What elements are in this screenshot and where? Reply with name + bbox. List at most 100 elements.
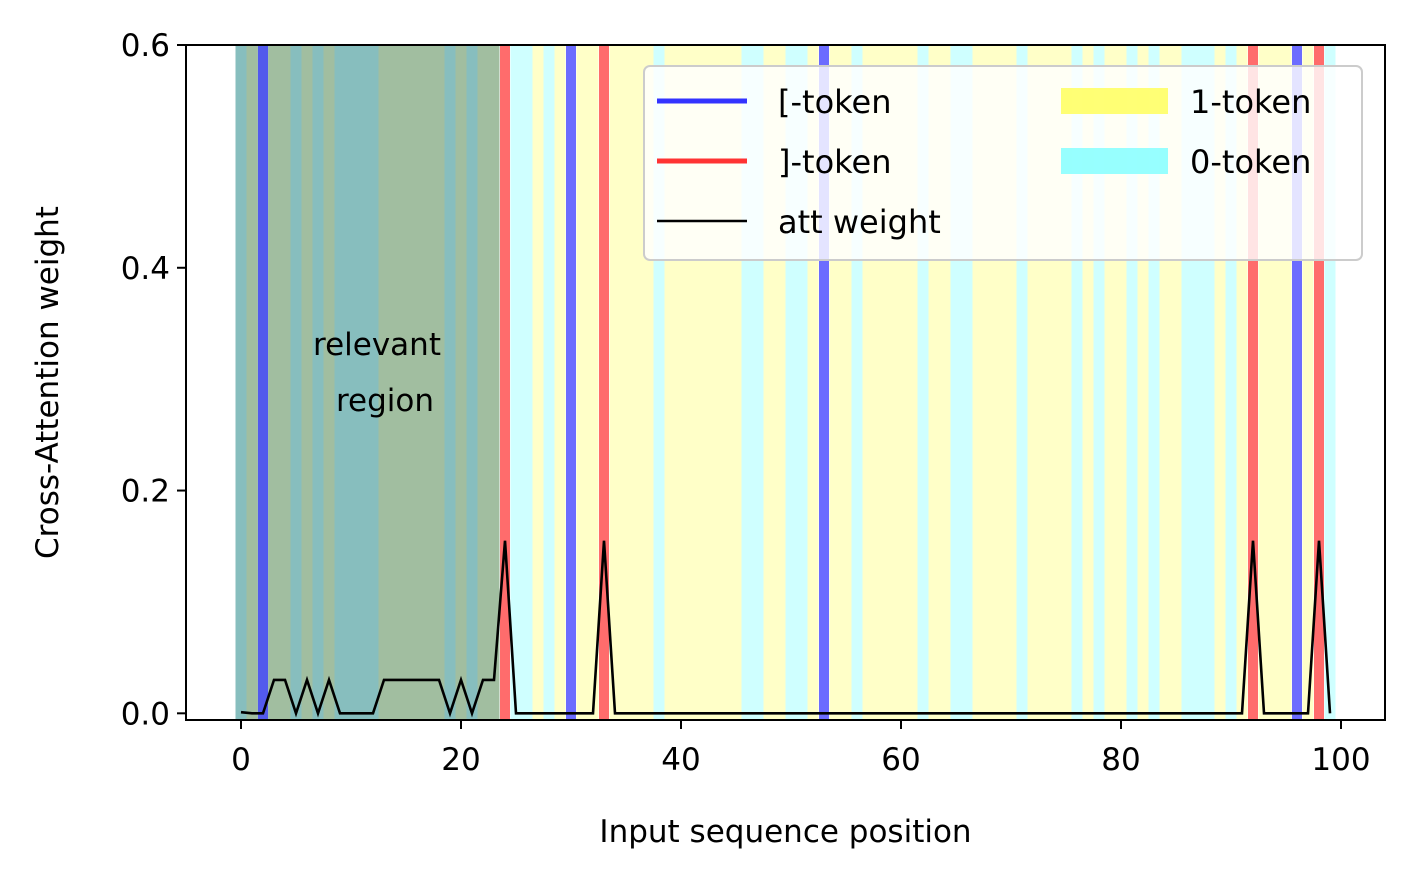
token-1-band <box>906 45 918 720</box>
token-0-band <box>1071 45 1083 720</box>
token-1-band <box>697 45 709 720</box>
token-1-band <box>1115 45 1127 720</box>
token-0-band <box>367 45 379 720</box>
token-1-band <box>807 45 819 720</box>
token-1-band <box>455 45 467 720</box>
legend-att-weight-label: att weight <box>778 203 941 241</box>
token-1-band <box>730 45 742 720</box>
token-1-band <box>389 45 401 720</box>
token-0-band <box>312 45 324 720</box>
token-0-band <box>741 45 753 720</box>
token-1-band <box>433 45 445 720</box>
token-1-band <box>719 45 731 720</box>
legend-token-1-swatch <box>1061 88 1168 114</box>
y-tick-label: 0.0 <box>121 696 170 732</box>
token-1-band <box>1214 45 1226 720</box>
legend-token-0-swatch <box>1061 148 1168 174</box>
token-0-band <box>510 45 522 720</box>
x-tick-label: 80 <box>1101 742 1140 778</box>
open-bracket-line <box>1292 45 1302 720</box>
token-1-band <box>246 45 258 720</box>
legend-token-0-label: 0-token <box>1190 143 1311 181</box>
token-0-band <box>1016 45 1028 720</box>
annotation-region: region <box>336 383 434 419</box>
token-0-band <box>851 45 863 720</box>
token-0-band <box>444 45 456 720</box>
token-1-band <box>279 45 291 720</box>
token-0-band <box>543 45 555 720</box>
token-0-band <box>752 45 764 720</box>
token-1-band <box>829 45 841 720</box>
token-1-band <box>1269 45 1281 720</box>
open-bracket-line <box>819 45 829 720</box>
y-tick-label: 0.4 <box>121 251 170 287</box>
token-1-band <box>928 45 940 720</box>
token-0-band <box>466 45 478 720</box>
close-bracket-line <box>1314 45 1324 720</box>
token-1-band <box>1170 45 1182 720</box>
token-0-band <box>796 45 808 720</box>
token-1-band <box>1258 45 1270 720</box>
token-1-band <box>1049 45 1061 720</box>
token-1-band <box>422 45 434 720</box>
token-1-band <box>862 45 874 720</box>
legend: [-token ]-token att weight 1-token 0-tok… <box>643 65 1363 261</box>
token-0-band <box>785 45 797 720</box>
close-bracket-line <box>599 45 609 720</box>
token-1-band <box>1027 45 1039 720</box>
token-0-band <box>356 45 368 720</box>
token-0-band <box>917 45 929 720</box>
y-tick-label: 0.2 <box>121 474 170 510</box>
token-bands <box>235 45 1336 720</box>
token-0-band <box>521 45 533 720</box>
token-1-band <box>983 45 995 720</box>
token-1-band <box>873 45 885 720</box>
token-1-band <box>554 45 566 720</box>
token-1-band <box>675 45 687 720</box>
token-1-band <box>609 45 621 720</box>
legend-token-1-label: 1-token <box>1190 83 1311 121</box>
open-bracket-line <box>258 45 268 720</box>
legend-open-bracket-label: [-token <box>778 83 892 121</box>
token-0-band <box>1093 45 1105 720</box>
token-1-band <box>939 45 951 720</box>
token-1-band <box>477 45 489 720</box>
token-0-band <box>1181 45 1193 720</box>
token-1-band <box>686 45 698 720</box>
x-tick-label: 0 <box>231 742 251 778</box>
token-0-band <box>1126 45 1138 720</box>
token-1-band <box>576 45 588 720</box>
x-tick-label: 60 <box>881 742 920 778</box>
token-1-band <box>708 45 720 720</box>
token-0-band <box>1225 45 1237 720</box>
token-1-band <box>774 45 786 720</box>
relevant-region-shade <box>235 45 500 720</box>
x-tick-label: 20 <box>441 742 480 778</box>
plot-frame <box>185 44 1386 721</box>
token-1-band <box>323 45 335 720</box>
token-1-band <box>972 45 984 720</box>
token-1-band <box>1005 45 1017 720</box>
token-1-band <box>840 45 852 720</box>
annotation-relevant: relevant <box>313 327 441 363</box>
close-bracket-line <box>1248 45 1258 720</box>
token-0-band <box>1324 45 1336 720</box>
close-bracket-line <box>500 45 510 720</box>
token-0-band <box>653 45 665 720</box>
y-axis-title: Cross-Attention weight <box>30 206 66 559</box>
x-axis-title: Input sequence position <box>599 814 971 850</box>
token-1-band <box>620 45 632 720</box>
token-1-band <box>642 45 654 720</box>
token-1-band <box>1236 45 1248 720</box>
token-1-band <box>378 45 390 720</box>
token-1-band <box>532 45 544 720</box>
token-1-band <box>268 45 280 720</box>
token-0-band <box>290 45 302 720</box>
token-1-band <box>1159 45 1171 720</box>
token-1-band <box>1104 45 1116 720</box>
token-1-band <box>763 45 775 720</box>
token-0-band <box>1192 45 1204 720</box>
token-1-band <box>301 45 313 720</box>
token-1-band <box>411 45 423 720</box>
